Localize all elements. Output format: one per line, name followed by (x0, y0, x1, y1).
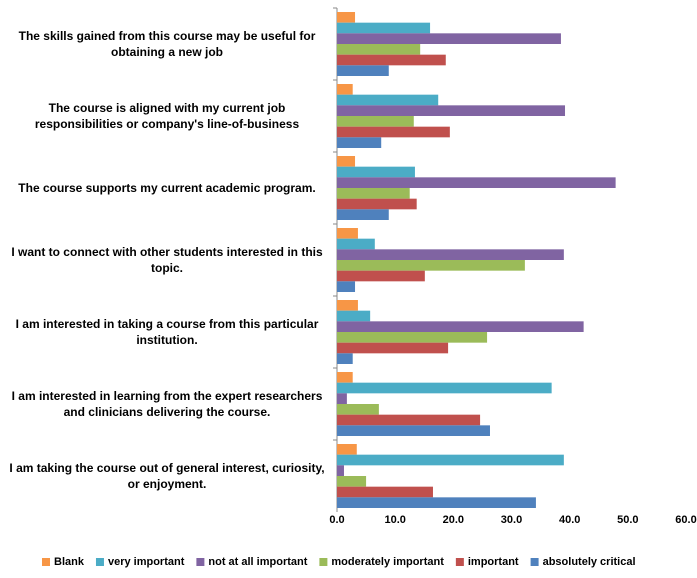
x-tick-label: 30.0 (501, 514, 522, 526)
legend-label: moderately important (331, 556, 444, 568)
bar (337, 486, 433, 498)
bar (337, 126, 450, 138)
legend-label: very important (108, 556, 185, 568)
bar (337, 281, 356, 292)
bar (337, 497, 536, 508)
bar (337, 209, 389, 220)
bar (337, 105, 566, 116)
legend-swatch (530, 558, 539, 566)
bar (337, 342, 449, 354)
bar (337, 444, 357, 455)
legend-label: important (468, 556, 519, 568)
bar (337, 137, 382, 148)
x-tick-label: 10.0 (384, 514, 405, 526)
bar (337, 404, 379, 415)
y-tick-label: The course is aligned with my current jo… (34, 101, 300, 131)
bar (337, 382, 552, 394)
y-tick-label: I am taking the course out of general in… (9, 461, 325, 491)
y-tick-label: The course supports my current academic … (18, 181, 316, 195)
bar (337, 260, 525, 271)
bar (337, 270, 425, 282)
bar (337, 65, 389, 76)
bar (337, 353, 353, 364)
bar (337, 94, 439, 106)
x-tick-label: 0.0 (329, 514, 344, 526)
bar (337, 177, 616, 188)
bar (337, 12, 356, 23)
bar (337, 238, 375, 250)
bar (337, 249, 564, 260)
bar (337, 425, 490, 436)
legend-swatch (95, 558, 104, 566)
bar (337, 198, 417, 210)
bar (337, 228, 358, 239)
bar (337, 300, 358, 311)
bar (337, 465, 344, 476)
legend-swatch (455, 558, 464, 566)
bar (337, 372, 353, 383)
legend-swatch (42, 558, 50, 566)
bar (337, 393, 347, 404)
bar (337, 454, 564, 466)
bar (337, 116, 414, 127)
legend-label: Blank (54, 556, 85, 568)
bar (337, 22, 431, 34)
y-tick-label: The skills gained from this course may b… (18, 29, 316, 59)
x-tick-label: 60.0 (675, 514, 696, 526)
legend-label: absolutely critical (543, 556, 636, 568)
bar (337, 84, 353, 95)
x-tick-label: 40.0 (559, 514, 580, 526)
y-tick-label: I am interested in taking a course from … (15, 317, 319, 347)
x-tick-label: 50.0 (617, 514, 638, 526)
bar (337, 33, 561, 44)
bar (337, 476, 367, 487)
bar (337, 44, 421, 55)
bar (337, 156, 356, 167)
legend-label: not at all important (208, 556, 307, 568)
bar (337, 54, 446, 66)
bar (337, 188, 410, 199)
bar (337, 166, 415, 178)
bar (337, 321, 584, 332)
y-tick-label: I am interested in learning from the exp… (11, 389, 323, 419)
legend-swatch (196, 558, 205, 566)
x-tick-label: 20.0 (443, 514, 464, 526)
bar (337, 332, 488, 343)
y-tick-label: I want to connect with other students in… (11, 245, 323, 275)
bar (337, 414, 481, 426)
bar (337, 310, 371, 322)
legend-swatch (319, 558, 328, 566)
